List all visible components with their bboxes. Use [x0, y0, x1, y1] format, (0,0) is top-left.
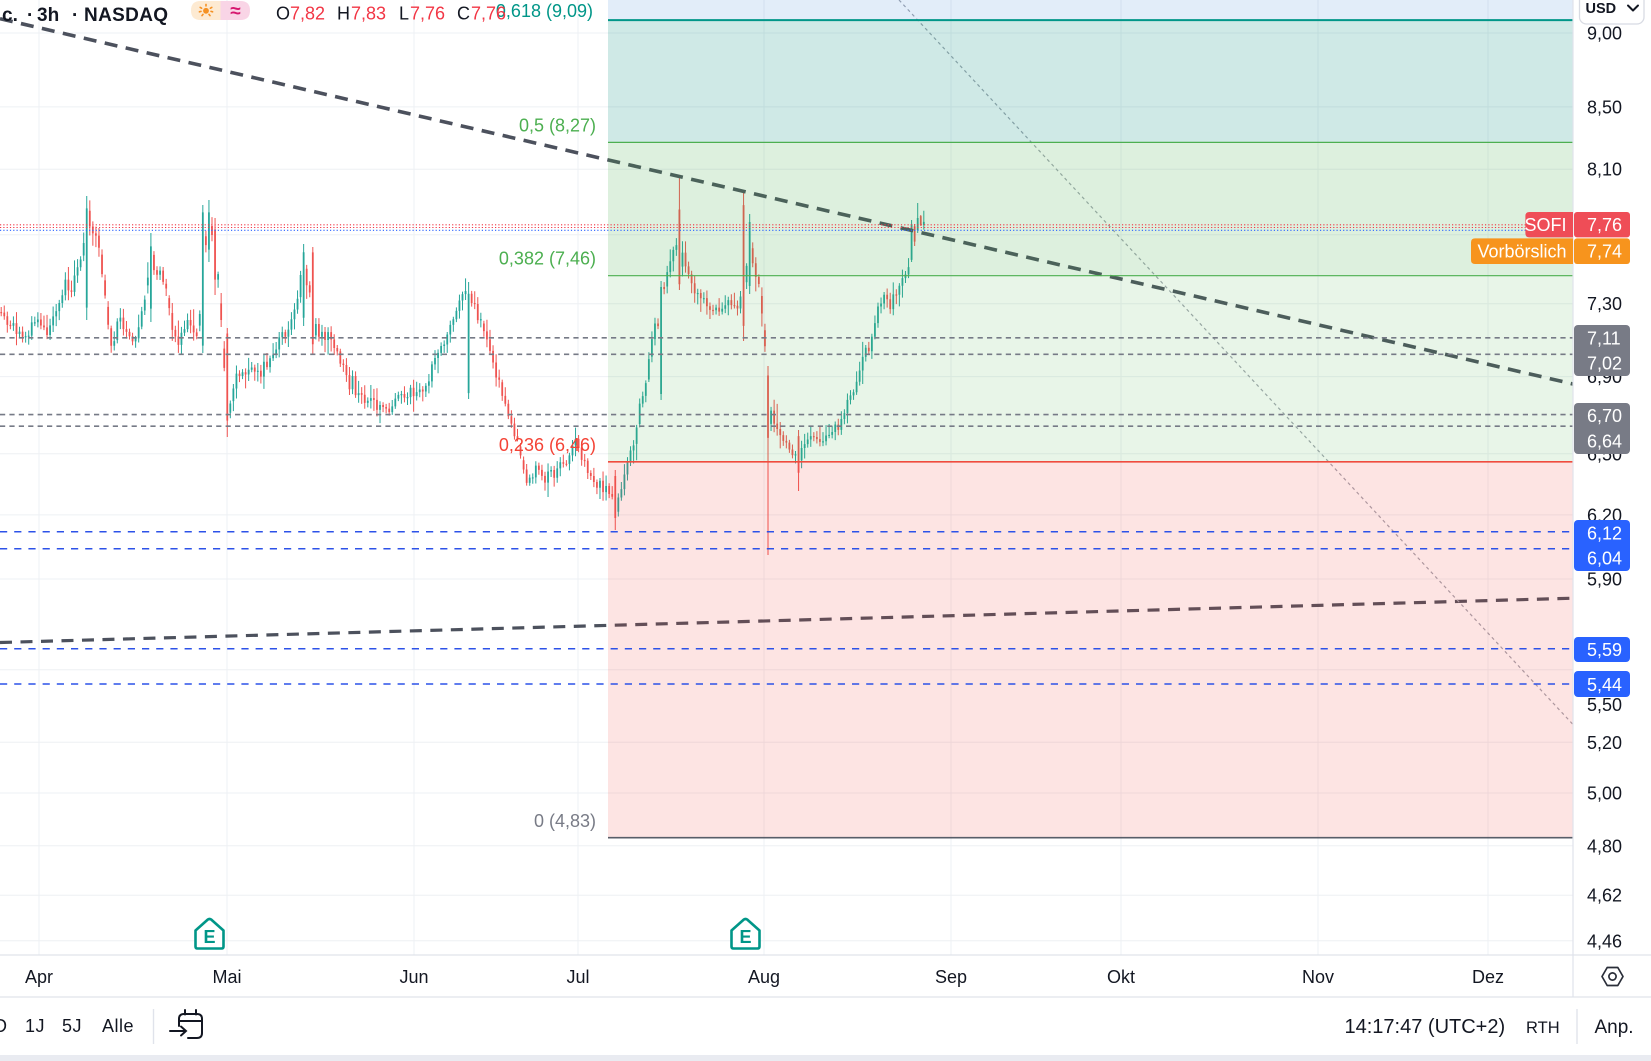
svg-text:4,46: 4,46 [1587, 931, 1622, 951]
svg-text:·: · [72, 5, 78, 26]
svg-text:C: C [457, 4, 470, 24]
svg-text:4,80: 4,80 [1587, 836, 1622, 856]
svg-text:Alle: Alle [102, 1016, 134, 1036]
svg-text:0,5 (8,27): 0,5 (8,27) [519, 116, 596, 136]
svg-text:Anp.: Anp. [1595, 1017, 1634, 1038]
svg-text:7,76: 7,76 [1587, 215, 1622, 235]
svg-text:5,44: 5,44 [1587, 675, 1622, 695]
svg-text:Nov: Nov [1302, 967, 1334, 987]
svg-text:7,02: 7,02 [1587, 354, 1622, 374]
svg-text:Mai: Mai [212, 967, 241, 987]
svg-text:L: L [399, 4, 409, 24]
svg-text:Jun: Jun [399, 967, 428, 987]
svg-text:E: E [739, 927, 751, 947]
svg-text:≈: ≈ [230, 1, 241, 22]
svg-text:RTH: RTH [1526, 1019, 1560, 1037]
svg-text:4,62: 4,62 [1587, 886, 1622, 906]
svg-text:NASDAQ: NASDAQ [84, 5, 168, 26]
svg-text:0,382 (7,46): 0,382 (7,46) [499, 249, 596, 269]
svg-text:7,76: 7,76 [471, 4, 506, 24]
svg-text:8,50: 8,50 [1587, 97, 1622, 117]
svg-text:7,82: 7,82 [290, 4, 325, 24]
svg-text:8,10: 8,10 [1587, 160, 1622, 180]
svg-text:7,11: 7,11 [1587, 329, 1621, 349]
svg-text:5,90: 5,90 [1587, 570, 1622, 590]
svg-text:Apr: Apr [25, 967, 53, 987]
svg-text:5,20: 5,20 [1587, 733, 1622, 753]
svg-text:E: E [203, 927, 215, 947]
svg-text:0 (4,83): 0 (4,83) [534, 811, 596, 831]
svg-text:1J: 1J [25, 1016, 45, 1036]
svg-text:14:17:47 (UTC+2): 14:17:47 (UTC+2) [1345, 1016, 1506, 1038]
svg-text:0,236 (6,46): 0,236 (6,46) [499, 435, 596, 455]
svg-text:D: D [0, 1016, 7, 1036]
svg-text:USD: USD [1586, 1, 1617, 17]
svg-text:6,04: 6,04 [1587, 549, 1622, 569]
svg-text:Jul: Jul [566, 967, 589, 987]
svg-text:7,83: 7,83 [351, 4, 386, 24]
svg-text:0,618 (9,09): 0,618 (9,09) [496, 1, 593, 21]
svg-text:Sep: Sep [935, 967, 967, 987]
svg-text:·: · [27, 5, 33, 26]
svg-text:5,00: 5,00 [1587, 784, 1622, 804]
svg-text:Vorbörslich: Vorbörslich [1477, 242, 1566, 262]
svg-text:6,12: 6,12 [1587, 524, 1622, 544]
svg-text:SOFI: SOFI [1524, 215, 1566, 235]
svg-text:9,00: 9,00 [1587, 24, 1622, 44]
svg-text:c.: c. [2, 5, 18, 26]
svg-text:7,74: 7,74 [1587, 242, 1622, 262]
svg-text:6,70: 6,70 [1587, 406, 1622, 426]
svg-text:5J: 5J [62, 1016, 82, 1036]
svg-text:7,76: 7,76 [410, 4, 445, 24]
svg-text:Okt: Okt [1107, 967, 1135, 987]
svg-text:O: O [276, 4, 290, 24]
svg-text:5,50: 5,50 [1587, 695, 1622, 715]
svg-text:Aug: Aug [748, 967, 780, 987]
svg-text:Dez: Dez [1472, 967, 1504, 987]
svg-text:3h: 3h [37, 5, 59, 26]
svg-text:6,64: 6,64 [1587, 432, 1622, 452]
svg-text:H: H [337, 4, 350, 24]
svg-text:7,30: 7,30 [1587, 294, 1622, 314]
svg-text:5,59: 5,59 [1587, 640, 1622, 660]
